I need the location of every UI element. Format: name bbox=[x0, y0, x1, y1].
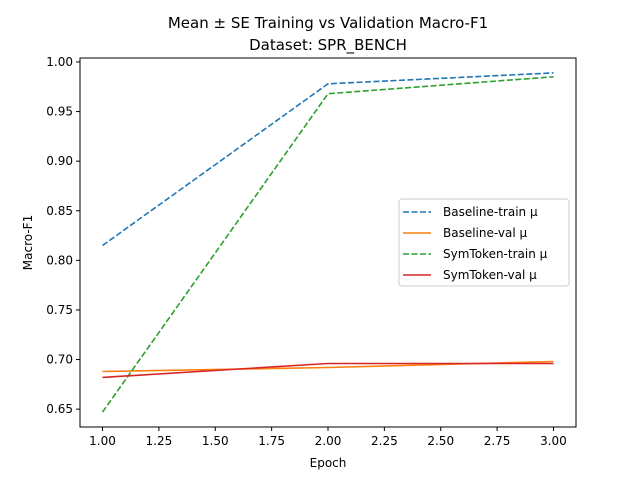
chart-subtitle: Dataset: SPR_BENCH bbox=[249, 36, 407, 55]
legend-box bbox=[398, 198, 570, 287]
legend-label: Baseline-val μ bbox=[443, 226, 527, 240]
x-tick-label: 1.00 bbox=[89, 434, 116, 448]
y-tick-label: 1.00 bbox=[46, 55, 73, 69]
x-tick-label: 2.75 bbox=[484, 434, 511, 448]
x-tick-label: 3.00 bbox=[540, 434, 567, 448]
series-line-1 bbox=[102, 72, 554, 247]
x-tick-label: 1.50 bbox=[202, 434, 229, 448]
y-axis: 0.65 0.70 0.75 0.80 0.85 0.90 0.95 1.00 bbox=[46, 55, 80, 416]
series-layer bbox=[101, 72, 554, 413]
x-tick-label: 1.75 bbox=[258, 434, 285, 448]
legend-label: Baseline-train μ bbox=[443, 205, 538, 219]
x-axis-label: Epoch bbox=[310, 456, 347, 470]
legend-label: SymToken-train μ bbox=[443, 247, 548, 261]
y-tick-label: 0.70 bbox=[46, 353, 73, 367]
x-axis: 1.00 1.25 1.50 1.75 2.00 2.25 2.50 2.75 3.00 bbox=[89, 427, 567, 448]
y-axis-label: Macro-F1 bbox=[21, 215, 35, 270]
x-tick-label: 1.25 bbox=[146, 434, 173, 448]
legend-items: Baseline-train μ Baseline-val μ SymToken-t… bbox=[403, 205, 548, 282]
y-tick-label: 0.65 bbox=[46, 402, 73, 416]
plot-area: 1.00 1.25 1.50 1.75 2.00 2.25 2.50 2.75 3.00 0.6… bbox=[46, 55, 577, 448]
x-tick-label: 2.25 bbox=[371, 434, 398, 448]
legend-label: SymToken-val μ bbox=[443, 268, 537, 282]
x-tick-label: 2.50 bbox=[427, 434, 454, 448]
x-tick-label: 2.00 bbox=[315, 434, 342, 448]
y-tick-label: 0.90 bbox=[46, 154, 73, 168]
chart-title: Mean ± SE Training vs Validation Macro-F… bbox=[168, 14, 488, 32]
y-tick-label: 0.95 bbox=[46, 105, 73, 119]
y-tick-label: 0.85 bbox=[46, 204, 73, 218]
series-line-4 bbox=[102, 362, 554, 379]
y-tick-label: 0.80 bbox=[46, 253, 73, 267]
series-line-3 bbox=[101, 76, 554, 413]
y-tick-label: 0.75 bbox=[46, 303, 73, 317]
legend: Baseline-train μ Baseline-val μ SymToken-t… bbox=[398, 198, 570, 287]
